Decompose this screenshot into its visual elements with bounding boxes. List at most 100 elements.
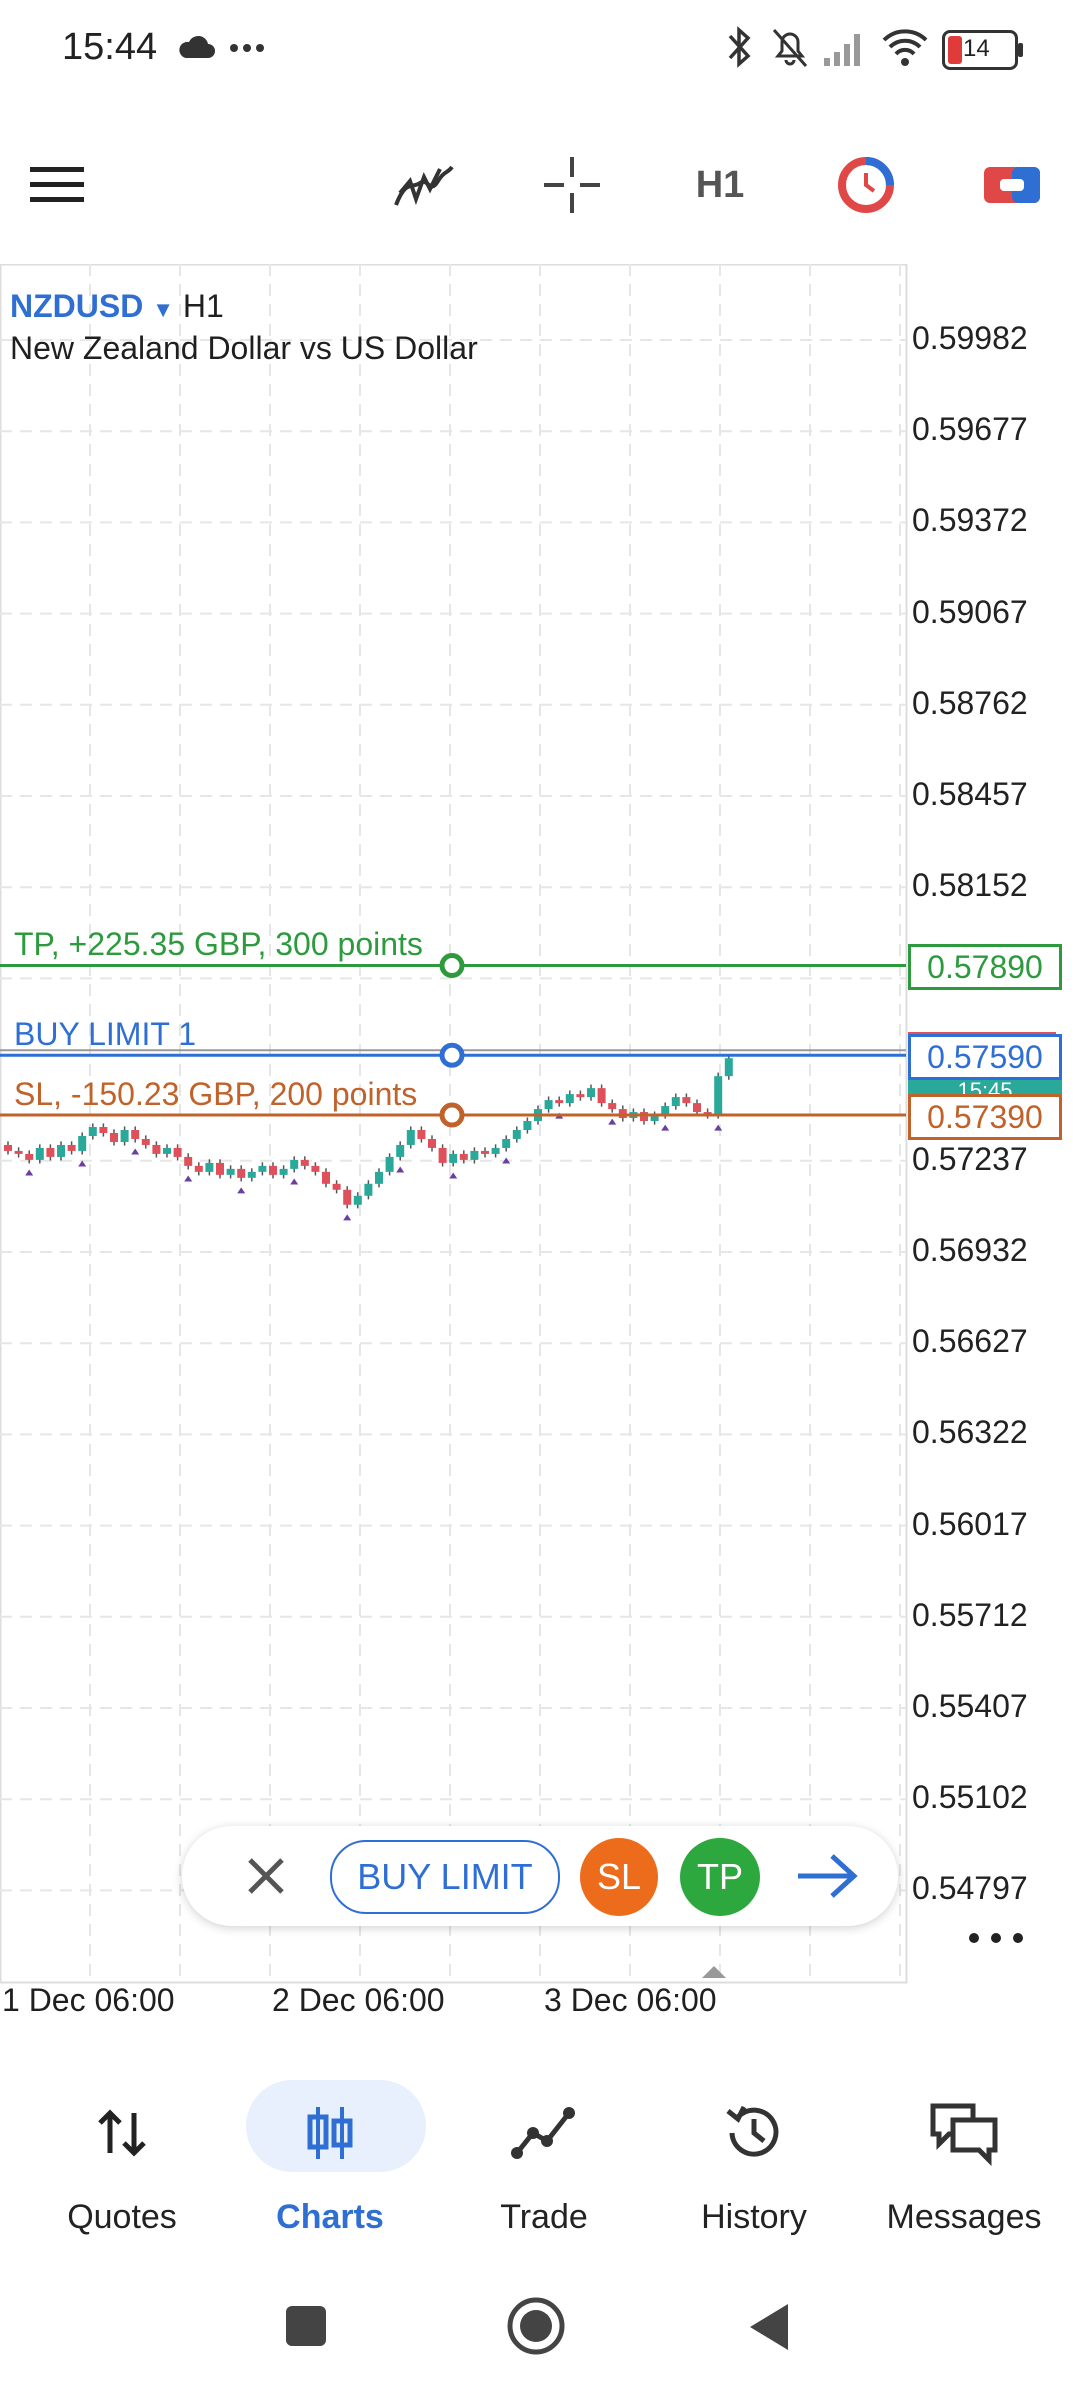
price-tick-label: 0.58457 <box>912 776 1028 812</box>
buy-limit-line-handle <box>439 1042 465 1068</box>
nav-messages[interactable]: Messages <box>856 2072 1072 2252</box>
candle <box>406 1130 415 1145</box>
symbol-dropdown-icon[interactable]: ▼ <box>152 297 174 322</box>
candle <box>184 1156 193 1166</box>
candle <box>332 1183 341 1190</box>
more-options-icon[interactable] <box>966 1930 1026 1946</box>
fractal-marker <box>237 1187 246 1194</box>
candle <box>576 1094 585 1098</box>
fractal-marker <box>502 1157 511 1164</box>
candle <box>35 1147 44 1160</box>
cloud-icon <box>179 35 215 58</box>
candle <box>587 1088 595 1098</box>
order-lines[interactable] <box>0 953 906 1128</box>
candle <box>608 1103 617 1110</box>
candle <box>46 1147 55 1157</box>
candle <box>237 1168 246 1178</box>
chart-theme-button[interactable] <box>826 120 906 250</box>
candle <box>682 1097 691 1104</box>
candle <box>25 1153 34 1160</box>
candle <box>470 1150 479 1160</box>
home-icon[interactable] <box>506 2296 566 2356</box>
recents-icon[interactable] <box>286 2306 326 2346</box>
fractal-marker <box>714 1124 723 1131</box>
tp-price-box: 0.57890 <box>908 944 1062 990</box>
sl-line-label[interactable]: SL, -150.23 GBP, 200 points <box>14 1076 418 1112</box>
price-tick-label: 0.55102 <box>912 1779 1028 1816</box>
candle <box>364 1183 373 1196</box>
tp-line-label[interactable]: TP, +225.35 GBP, 300 points <box>14 926 423 962</box>
time-label-2: 2 Dec 06:00 <box>272 1982 445 2018</box>
candle <box>194 1165 203 1172</box>
tp-line-handle <box>439 953 465 979</box>
timeframe-button[interactable]: H1 <box>680 120 760 250</box>
fractal-marker <box>131 1148 140 1155</box>
candle <box>502 1138 511 1148</box>
back-icon[interactable] <box>744 2300 794 2354</box>
candle <box>67 1144 76 1151</box>
menu-button[interactable] <box>20 120 96 250</box>
quotes-icon <box>98 2109 146 2157</box>
candles <box>4 1054 733 1221</box>
price-tick-label: 0.55407 <box>912 1688 1028 1724</box>
order-type-button[interactable]: BUY LIMIT <box>330 1840 560 1914</box>
wifi-icon <box>882 29 928 66</box>
sl-price-box: 0.57390 <box>908 1094 1062 1140</box>
price-tick-label: 0.58152 <box>912 867 1028 904</box>
chart-area[interactable]: NZDUSD ▼ H1 New Zealand Dollar vs US Dol… <box>0 264 1080 2018</box>
nav-quotes[interactable]: Quotes <box>14 2072 230 2252</box>
fractal-marker <box>661 1124 670 1131</box>
arrow-right-icon[interactable] <box>794 1846 860 1906</box>
price-tick-label: 0.59372 <box>912 502 1028 539</box>
nav-history[interactable]: History <box>646 2072 862 2252</box>
buy-limit-price-box: 0.57590 <box>908 1034 1062 1080</box>
candle <box>375 1171 383 1184</box>
indicators-button[interactable] <box>384 120 464 250</box>
nav-charts-label: Charts <box>276 2198 384 2236</box>
candle <box>88 1127 97 1136</box>
candle <box>491 1147 500 1154</box>
candle <box>247 1171 256 1178</box>
price-chart[interactable] <box>0 264 1080 1984</box>
symbol-header[interactable]: NZDUSD ▼ H1 <box>10 288 224 325</box>
price-tick-label: 0.55712 <box>912 1596 1028 1633</box>
candle <box>353 1195 362 1205</box>
candle <box>438 1147 447 1163</box>
candle <box>173 1147 182 1157</box>
time-label-1: 1 Dec 06:00 <box>2 1982 175 2018</box>
stop-loss-button[interactable]: SL <box>580 1838 658 1916</box>
candle <box>99 1127 108 1133</box>
nav-charts[interactable]: Charts <box>222 2072 438 2252</box>
candle <box>269 1165 277 1175</box>
price-tick-label: 0.56627 <box>912 1323 1028 1360</box>
chart-grid <box>0 264 908 1984</box>
indicators-icon <box>394 165 454 206</box>
candle <box>78 1135 87 1151</box>
candle <box>565 1094 574 1104</box>
one-click-trading-button[interactable] <box>972 120 1052 250</box>
nav-history-label: History <box>701 2198 807 2236</box>
candle <box>481 1150 489 1154</box>
candle <box>343 1189 352 1205</box>
take-profit-button[interactable]: TP <box>680 1838 760 1916</box>
crosshair-button[interactable] <box>532 120 612 250</box>
candle <box>226 1168 235 1175</box>
bell-off-icon <box>772 29 808 67</box>
price-tick-label: 0.54797 <box>912 1870 1028 1907</box>
buy-limit-line-label[interactable]: BUY LIMIT 1 <box>14 1016 196 1052</box>
symbol-name[interactable]: NZDUSD <box>10 288 144 324</box>
candle <box>14 1150 23 1154</box>
bluetooth-icon <box>728 26 751 68</box>
candle <box>300 1159 309 1166</box>
candle <box>428 1138 436 1148</box>
nav-trade-label: Trade <box>500 2198 588 2236</box>
candle <box>417 1130 426 1139</box>
scroll-to-end-icon[interactable] <box>700 1964 728 1978</box>
candle <box>141 1138 150 1145</box>
fractal-marker <box>25 1169 34 1176</box>
candle <box>661 1106 670 1116</box>
close-icon[interactable] <box>236 1846 296 1906</box>
candle <box>57 1144 65 1157</box>
fractal-marker <box>608 1118 617 1125</box>
nav-trade[interactable]: Trade <box>436 2072 652 2252</box>
